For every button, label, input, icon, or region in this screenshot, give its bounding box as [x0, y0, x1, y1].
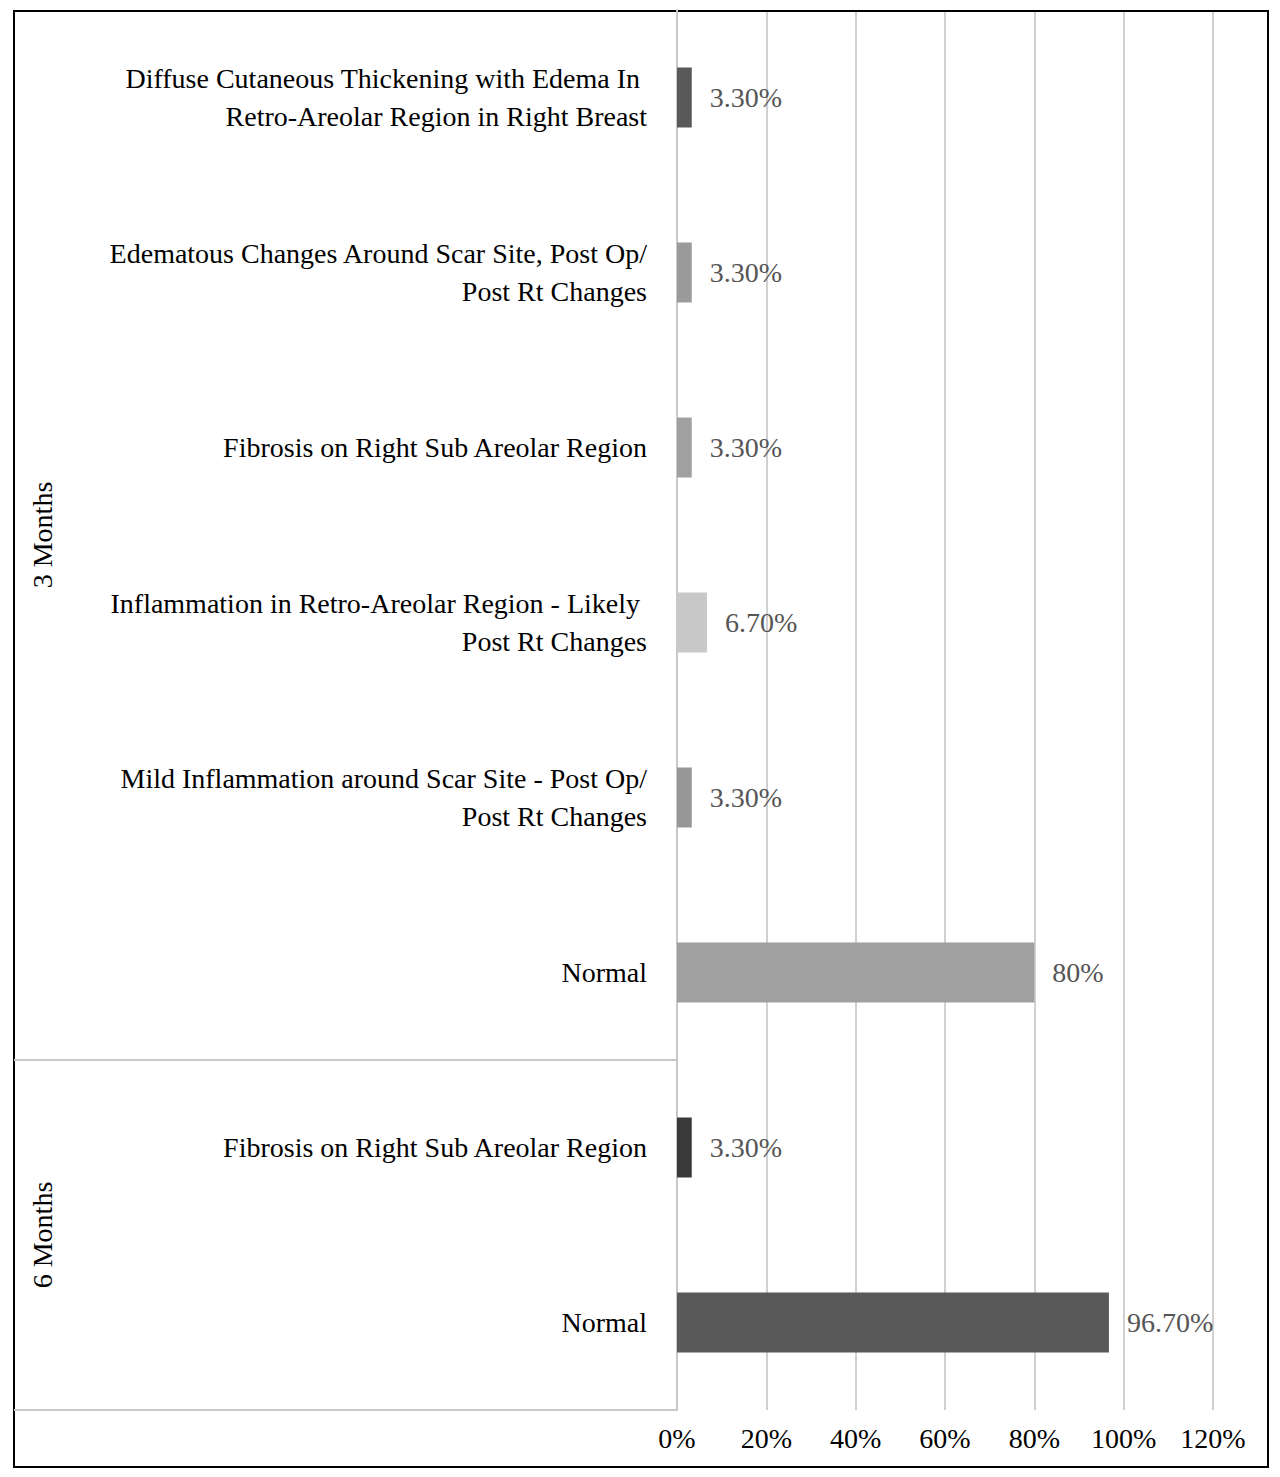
svg-text:3.30%: 3.30% [710, 1132, 782, 1163]
svg-text:80%: 80% [1052, 957, 1103, 988]
svg-text:3.30%: 3.30% [710, 782, 782, 813]
svg-text:3.30%: 3.30% [710, 82, 782, 113]
svg-text:0%: 0% [658, 1423, 695, 1454]
svg-text:Normal: Normal [561, 1307, 647, 1338]
svg-text:Post Rt Changes: Post Rt Changes [462, 801, 647, 832]
svg-text:Fibrosis on Right Sub Areolar: Fibrosis on Right Sub Areolar Region [223, 1132, 647, 1163]
svg-text:40%: 40% [830, 1423, 881, 1454]
svg-text:96.70%: 96.70% [1127, 1307, 1213, 1338]
svg-text:20%: 20% [741, 1423, 792, 1454]
svg-text:3.30%: 3.30% [710, 257, 782, 288]
svg-text:6 Months: 6 Months [27, 1182, 58, 1289]
svg-text:Fibrosis on Right Sub Areolar: Fibrosis on Right Sub Areolar Region [223, 432, 647, 463]
svg-text:Normal: Normal [561, 957, 647, 988]
svg-text:Post Rt Changes: Post Rt Changes [462, 276, 647, 307]
svg-text:100%: 100% [1091, 1423, 1156, 1454]
svg-text:6.70%: 6.70% [725, 607, 797, 638]
svg-text:80%: 80% [1009, 1423, 1060, 1454]
svg-text:3.30%: 3.30% [710, 432, 782, 463]
svg-text:Inflammation in Retro-Areolar: Inflammation in Retro-Areolar Region - L… [110, 588, 647, 619]
svg-text:Retro-Areolar Region in Right: Retro-Areolar Region in Right Breast [226, 101, 648, 132]
svg-text:60%: 60% [919, 1423, 970, 1454]
svg-text:120%: 120% [1180, 1423, 1245, 1454]
svg-text:Mild Inflammation around Scar: Mild Inflammation around Scar Site - Pos… [121, 763, 648, 794]
svg-text:3 Months: 3 Months [27, 482, 58, 589]
svg-text:Diffuse Cutaneous Thickening w: Diffuse Cutaneous Thickening with Edema … [125, 63, 647, 94]
svg-text:Edematous Changes Around Scar: Edematous Changes Around Scar Site, Post… [110, 238, 648, 269]
svg-text:Post Rt Changes: Post Rt Changes [462, 626, 647, 657]
